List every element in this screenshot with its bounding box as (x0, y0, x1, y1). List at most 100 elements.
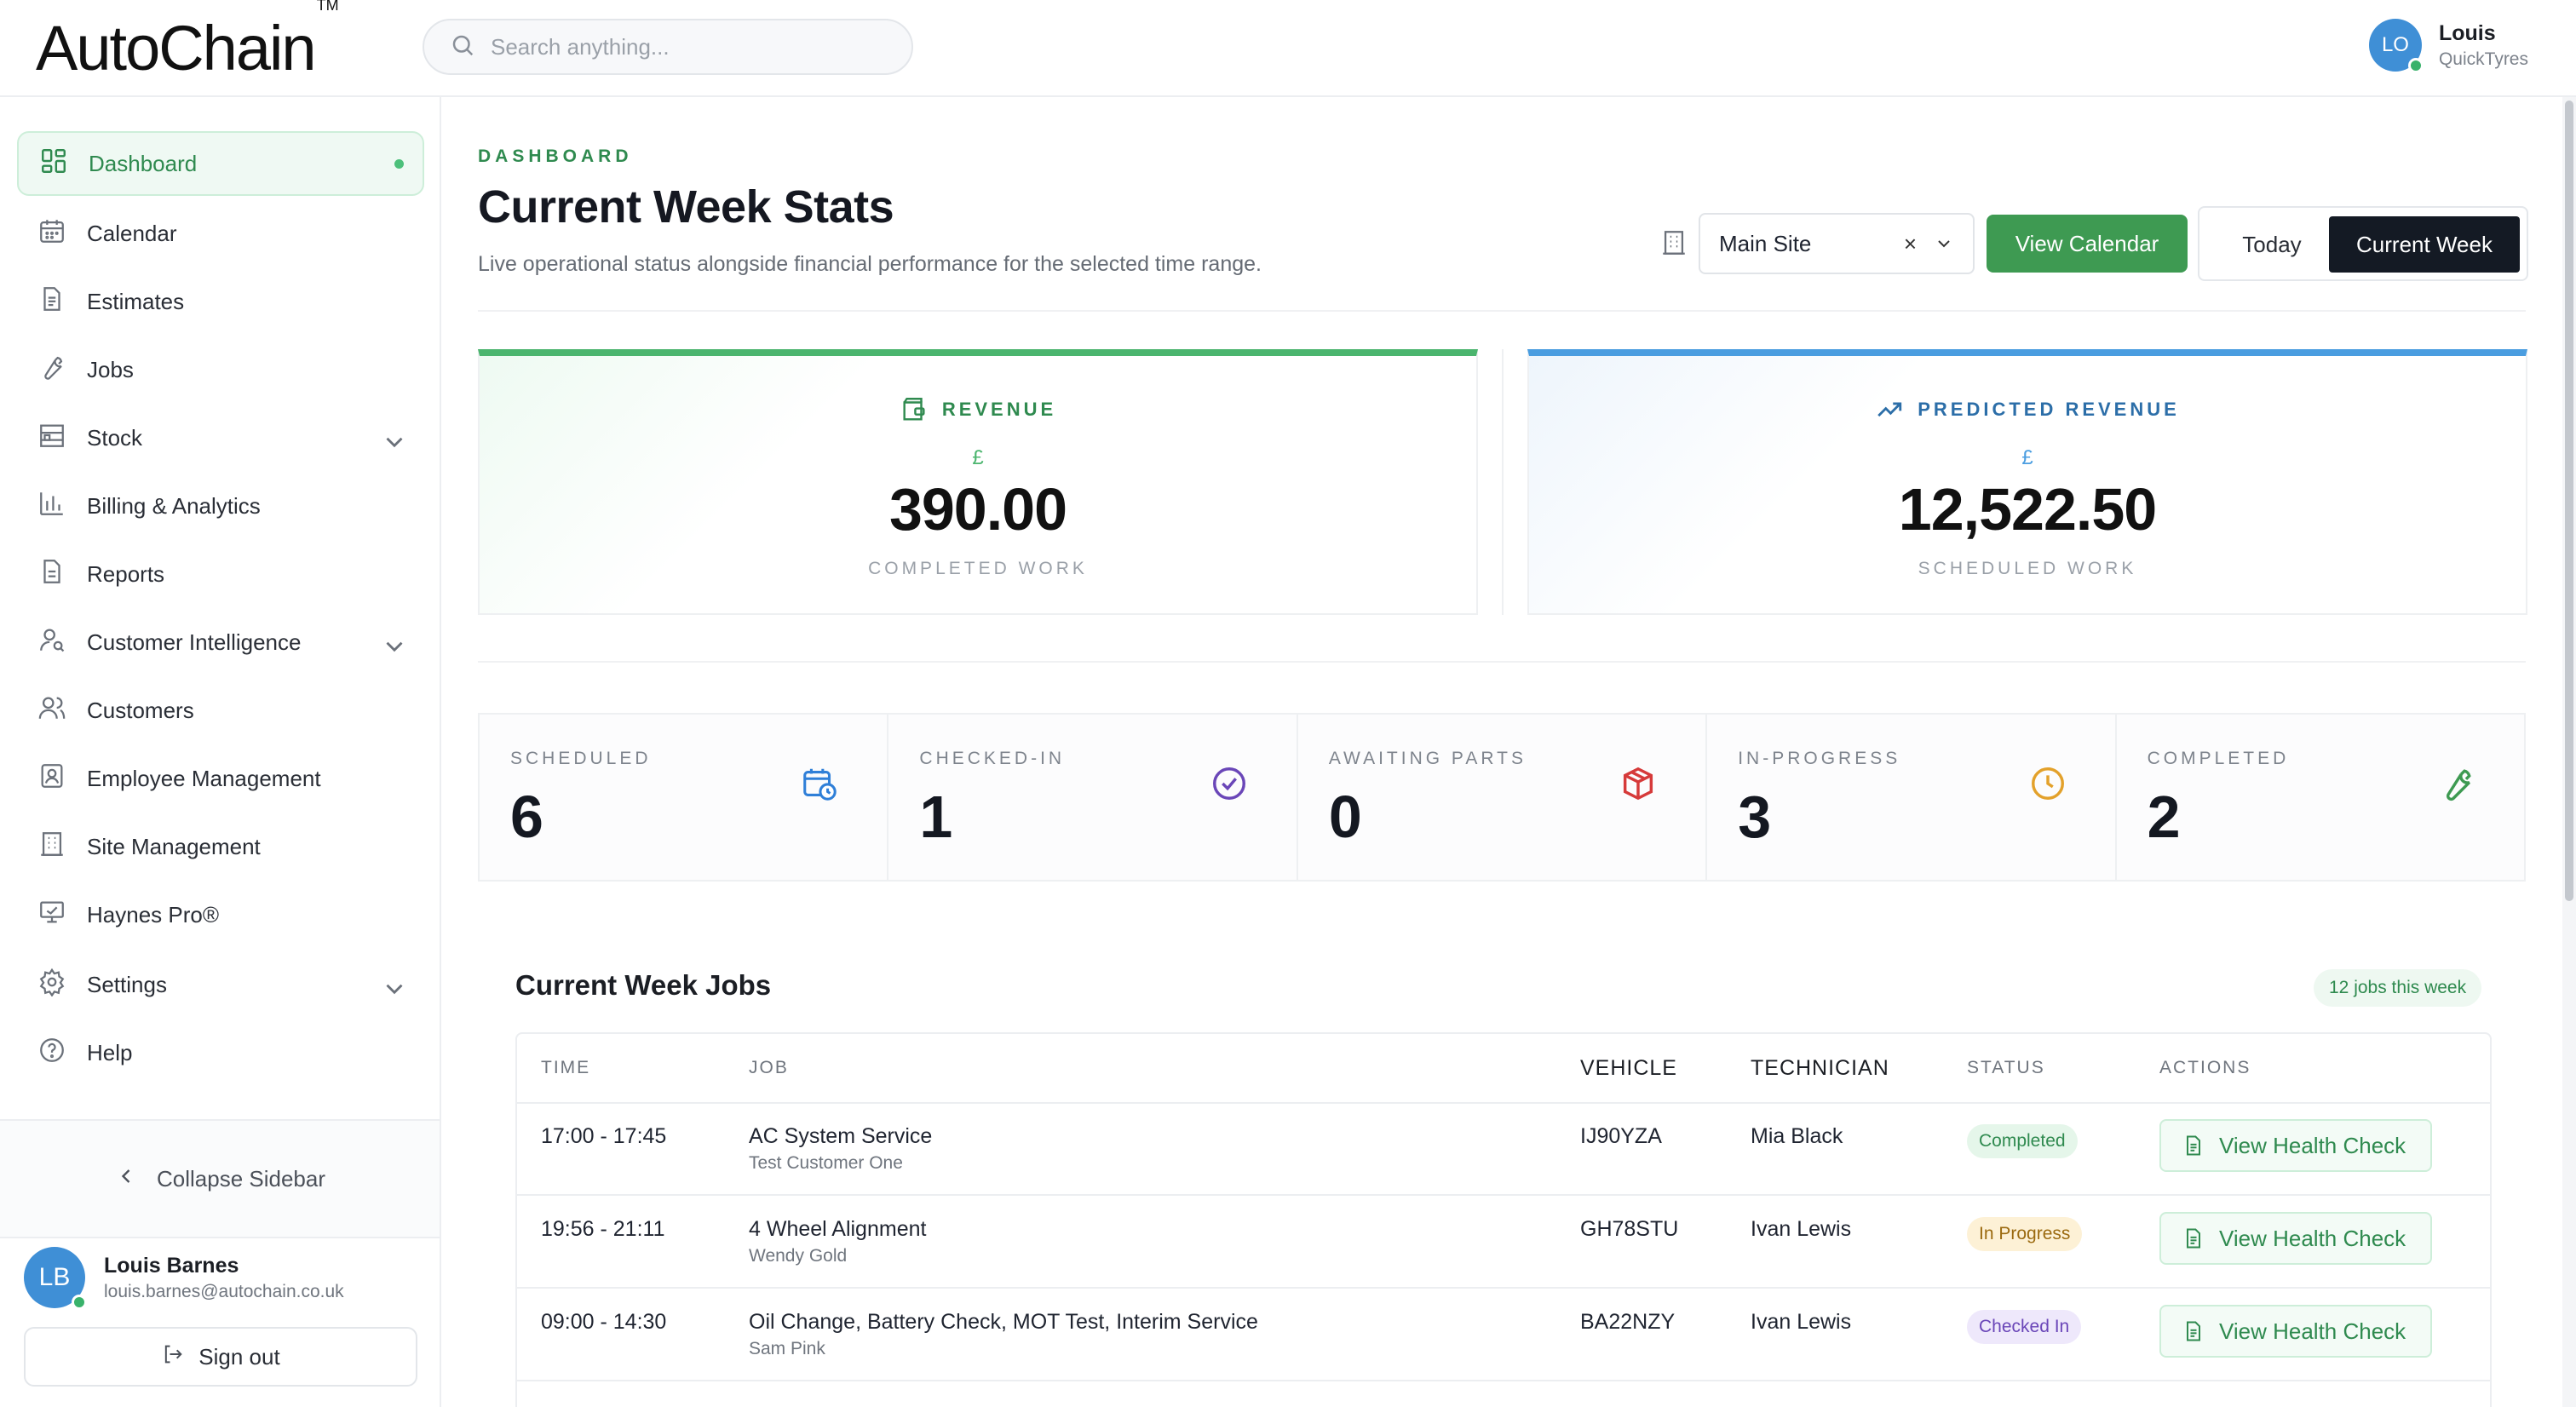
avatar-initials: LO (2381, 33, 2409, 56)
sidebar-item-haynes-pro[interactable]: Haynes Pro® (17, 882, 424, 947)
building-icon (1659, 228, 1688, 257)
page-title: Current Week Stats (478, 181, 894, 233)
sidebar-item-site-management[interactable]: Site Management (17, 814, 424, 879)
search-bar[interactable] (423, 19, 913, 75)
sidebar-item-help[interactable]: Help (17, 1020, 424, 1085)
stat-checked-in[interactable]: CHECKED-IN 1 (888, 715, 1298, 880)
chevron-down-icon[interactable] (380, 974, 403, 995)
view-health-check-button[interactable]: View Health Check (2159, 1305, 2432, 1358)
page-scrollbar[interactable] (2562, 97, 2576, 1407)
help-icon (37, 1036, 66, 1071)
collapse-sidebar-button[interactable]: Collapse Sidebar (0, 1119, 440, 1238)
job-vehicle: IJ90YZA (1580, 1124, 1662, 1148)
column-header-job[interactable]: JOB (749, 1058, 789, 1077)
sidebar-item-customer-intelligence[interactable]: Customer Intelligence (17, 610, 424, 675)
sidebar-item-label: Calendar (87, 220, 177, 246)
chevron-left-icon (114, 1164, 157, 1194)
table-row[interactable]: 19:56 - 21:11 4 Wheel Alignment Wendy Go… (517, 1197, 2490, 1289)
stat-label: AWAITING PARTS (1328, 749, 1527, 768)
chevron-down-icon[interactable] (1934, 233, 1954, 254)
predicted-revenue-label: PREDICTED REVENUE (1918, 399, 2180, 420)
job-customer: Sam Pink (749, 1339, 825, 1358)
time-range-toggle: Today Current Week (2198, 206, 2528, 281)
document-icon (2187, 1228, 2200, 1249)
column-header-vehicle[interactable]: VEHICLE (1580, 1056, 1677, 1080)
sidebar-user[interactable]: LB Louis Barnes louis.barnes@autochain.c… (24, 1247, 344, 1310)
predicted-revenue-amount: 12,522.50 (1898, 476, 2157, 543)
calendar-icon (37, 216, 66, 251)
active-indicator-dot (394, 158, 404, 169)
page-eyebrow: DASHBOARD (478, 146, 633, 166)
stat-awaiting-parts[interactable]: AWAITING PARTS 0 (1298, 715, 1708, 880)
logo-trademark: TM (316, 0, 339, 14)
column-header-time[interactable]: TIME (541, 1058, 591, 1077)
column-header-status[interactable]: STATUS (1967, 1058, 2045, 1077)
top-user-menu[interactable]: LO Louis QuickTyres (2368, 19, 2528, 73)
sidebar-item-dashboard[interactable]: Dashboard (17, 131, 424, 196)
job-technician: Mia Black (1751, 1124, 1843, 1148)
sidebar-item-billing-analytics[interactable]: Billing & Analytics (17, 474, 424, 538)
view-calendar-button[interactable]: View Calendar (1987, 215, 2188, 273)
sign-out-button[interactable]: Sign out (24, 1327, 417, 1387)
scrollbar-thumb[interactable] (2565, 100, 2573, 901)
online-status-dot (2407, 58, 2424, 73)
range-today-button[interactable]: Today (2242, 231, 2302, 257)
stat-in-progress[interactable]: IN-PROGRESS 3 (1707, 715, 2117, 880)
status-badge: Checked In (1967, 1310, 2082, 1344)
job-name: AC System Service (749, 1124, 933, 1148)
stat-completed[interactable]: COMPLETED 2 (2117, 715, 2524, 880)
site-select-value: Main Site (1719, 230, 1812, 256)
top-user-meta: Louis QuickTyres (2439, 21, 2528, 70)
sidebar-item-label: Estimates (87, 288, 185, 314)
avatar[interactable]: LB (24, 1247, 87, 1310)
table-row[interactable]: 09:00 - 14:30 Oil Change, Battery Check,… (517, 1289, 2490, 1381)
stat-label: COMPLETED (2147, 749, 2290, 768)
view-health-check-label: View Health Check (2219, 1225, 2406, 1251)
chevron-down-icon[interactable] (380, 428, 403, 448)
sidebar-item-settings[interactable]: Settings (17, 952, 424, 1017)
gear-icon (37, 968, 66, 1002)
avatar[interactable]: LO (2368, 19, 2424, 73)
sidebar-item-calendar[interactable]: Calendar (17, 201, 424, 266)
page-subtitle: Live operational status alongside financ… (478, 252, 1262, 276)
sidebar-item-label: Jobs (87, 356, 134, 382)
autochain-logo[interactable]: AutoChainTM (36, 0, 339, 84)
sidebar-item-reports[interactable]: Reports (17, 542, 424, 606)
range-current-week-button[interactable]: Current Week (2329, 216, 2520, 273)
view-health-check-button[interactable]: View Health Check (2159, 1212, 2432, 1265)
clock-icon (2031, 767, 2064, 800)
dashboard-icon (39, 146, 68, 181)
sidebar-item-employee-management[interactable]: Employee Management (17, 746, 424, 811)
sidebar-item-stock[interactable]: Stock (17, 405, 424, 470)
job-vehicle: GH78STU (1580, 1217, 1679, 1241)
stat-scheduled[interactable]: SCHEDULED 6 (480, 715, 889, 880)
stat-label: CHECKED-IN (919, 749, 1066, 768)
sidebar-item-label: Stock (87, 424, 143, 451)
clear-site-icon[interactable]: × (1903, 230, 1917, 256)
chevron-down-icon[interactable] (380, 632, 403, 652)
sidebar-user-email: louis.barnes@autochain.co.uk (104, 1281, 344, 1301)
table-row[interactable]: 17:00 - 17:45 AC System Service Test Cus… (517, 1104, 2490, 1196)
sidebar-item-label: Employee Management (87, 765, 321, 791)
collapse-sidebar-label: Collapse Sidebar (156, 1165, 325, 1192)
search-input[interactable] (491, 33, 891, 60)
view-health-check-button[interactable]: View Health Check (2159, 1119, 2432, 1172)
table-row-partial[interactable] (517, 1382, 2490, 1407)
revenue-card-header: REVENUE (480, 395, 1476, 424)
job-name: Oil Change, Battery Check, MOT Test, Int… (749, 1310, 1258, 1334)
user-search-icon (37, 625, 66, 660)
sidebar-item-label: Customers (87, 697, 194, 723)
document-icon (2187, 1135, 2200, 1156)
sidebar-item-label: Billing & Analytics (87, 492, 261, 519)
sidebar-item-customers[interactable]: Customers (17, 678, 424, 743)
sidebar-item-jobs[interactable]: Jobs (17, 337, 424, 402)
site-select[interactable]: Main Site × (1699, 213, 1975, 274)
bar-chart-icon (37, 489, 66, 524)
column-header-technician[interactable]: TECHNICIAN (1751, 1056, 1889, 1080)
online-status-dot (72, 1295, 87, 1310)
sidebar-item-estimates[interactable]: Estimates (17, 269, 424, 334)
top-user-org: QuickTyres (2438, 49, 2528, 69)
sidebar-item-label: Customer Intelligence (87, 629, 302, 655)
sidebar-item-label: Site Management (87, 833, 261, 859)
sidebar-item-label: Reports (87, 560, 165, 587)
